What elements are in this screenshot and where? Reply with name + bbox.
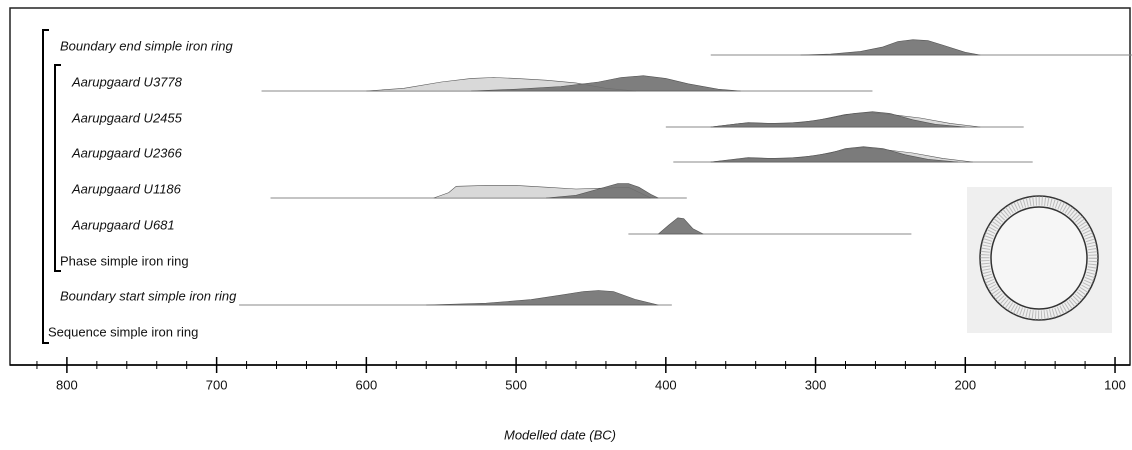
row-label: Aarupgaard U681 bbox=[71, 217, 175, 232]
row-label: Aarupgaard U2455 bbox=[71, 110, 183, 125]
x-tick-label: 800 bbox=[56, 377, 78, 392]
row-label: Aarupgaard U3778 bbox=[71, 74, 183, 89]
ring-outer bbox=[979, 195, 1099, 321]
ring-body bbox=[980, 196, 1098, 320]
phase-label: Phase simple iron ring bbox=[60, 253, 189, 268]
x-tick-label: 700 bbox=[206, 377, 228, 392]
sequence-label: Sequence simple iron ring bbox=[48, 324, 198, 339]
row-label: Boundary start simple iron ring bbox=[60, 288, 237, 303]
x-axis-label: Modelled date (BC) bbox=[504, 427, 616, 442]
x-tick-label: 600 bbox=[356, 377, 378, 392]
posterior bbox=[471, 75, 741, 92]
sequence-bracket bbox=[42, 29, 49, 344]
x-tick-label: 300 bbox=[805, 377, 827, 392]
ring-inner bbox=[990, 206, 1088, 310]
x-tick-label: 500 bbox=[505, 377, 527, 392]
x-tick-label: 400 bbox=[655, 377, 677, 392]
phase-bracket bbox=[54, 64, 61, 272]
posterior bbox=[710, 146, 958, 163]
row-label: Aarupgaard U1186 bbox=[71, 181, 182, 196]
x-tick-label: 100 bbox=[1104, 377, 1126, 392]
row-label: Aarupgaard U2366 bbox=[71, 145, 183, 160]
x-tick-label: 200 bbox=[954, 377, 976, 392]
ring-illustration bbox=[967, 187, 1112, 333]
posterior bbox=[710, 111, 966, 128]
posterior bbox=[800, 39, 981, 56]
row-label: Boundary end simple iron ring bbox=[60, 38, 233, 53]
posterior bbox=[546, 183, 659, 199]
posterior bbox=[657, 217, 704, 235]
posterior bbox=[426, 290, 659, 306]
